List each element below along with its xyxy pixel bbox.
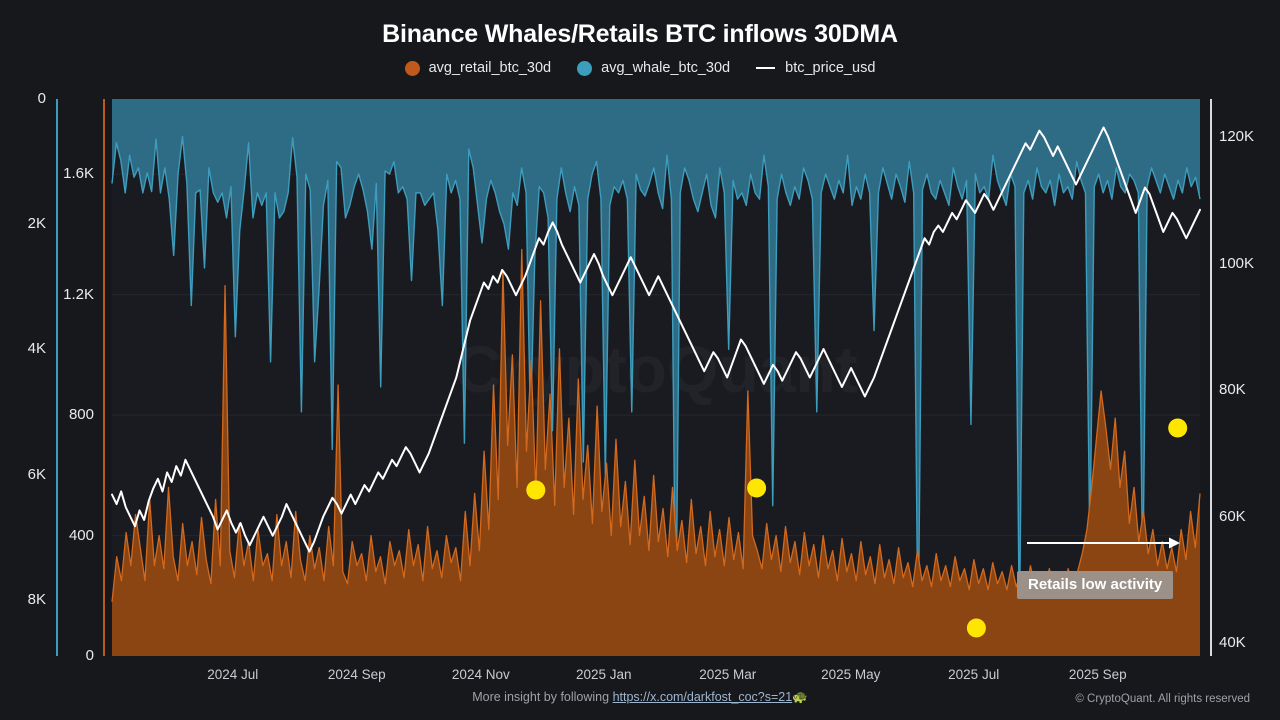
ytick-price-40K: 40K xyxy=(1219,634,1246,652)
ytick-whale-2K: 2K xyxy=(27,215,46,233)
legend-label-retail: avg_retail_btc_30d xyxy=(428,60,552,76)
xtick-2024-Jul: 2024 Jul xyxy=(207,667,259,682)
page-title: Binance Whales/Retails BTC inflows 30DMA xyxy=(382,20,898,48)
ytick-price-60K: 60K xyxy=(1219,507,1246,525)
chart-legend: avg_retail_btc_30d avg_whale_btc_30d btc… xyxy=(0,60,1280,76)
ytick-whale-0: 0 xyxy=(37,90,46,107)
series-line-retail xyxy=(111,248,1201,602)
marker-3 xyxy=(966,618,986,638)
svg-text:CryptoQuant: CryptoQuant xyxy=(454,332,857,406)
legend-dot-icon-whale xyxy=(577,60,593,76)
xtick-2024-Sep: 2024 Sep xyxy=(327,667,386,682)
ytick-retail-400: 400 xyxy=(68,526,94,544)
turtle-icon: 🐢 xyxy=(792,690,808,704)
xtick-2025-Jan: 2025 Jan xyxy=(575,667,632,682)
ytick-price-80K: 80K xyxy=(1219,381,1246,399)
annotation-retails-low-activity: Retails low activity xyxy=(1017,571,1174,599)
footer-note: More insight by following https://x.com/… xyxy=(0,690,1280,705)
legend-line-icon-price xyxy=(756,67,776,69)
ytick-retail-1.2K: 1.2K xyxy=(63,285,94,303)
legend-label-whale: avg_whale_btc_30d xyxy=(601,60,731,76)
ytick-price-100K: 100K xyxy=(1219,254,1255,272)
ytick-whale-6K: 6K xyxy=(27,465,46,483)
ytick-whale-4K: 4K xyxy=(27,340,46,358)
ytick-retail-1.6K: 1.6K xyxy=(63,165,94,183)
xtick-2025-Jul: 2025 Jul xyxy=(948,667,1000,682)
marker-1 xyxy=(526,480,546,500)
marker-4 xyxy=(1168,418,1188,438)
series-area-whale xyxy=(112,99,1200,650)
xtick-2025-May: 2025 May xyxy=(821,667,881,682)
legend-item-price[interactable]: btc_price_usd xyxy=(756,60,875,76)
ytick-retail-0: 0 xyxy=(85,647,94,664)
legend-dot-icon-retail xyxy=(404,60,420,76)
copyright-notice: © CryptoQuant. All rights reserved xyxy=(1075,693,1250,705)
series-line-price xyxy=(111,126,1201,553)
legend-label-price: btc_price_usd xyxy=(785,60,876,76)
marker-2 xyxy=(747,478,767,498)
legend-item-whale[interactable]: avg_whale_btc_30d xyxy=(577,60,730,76)
annotation-arrow-head xyxy=(1169,537,1180,549)
xtick-2025-Mar: 2025 Mar xyxy=(699,667,757,682)
ytick-whale-8K: 8K xyxy=(27,590,46,608)
xtick-2025-Sep: 2025 Sep xyxy=(1068,667,1127,682)
footer-prefix: More insight by following xyxy=(472,690,613,704)
legend-item-retail[interactable]: avg_retail_btc_30d xyxy=(404,60,552,76)
ytick-retail-800: 800 xyxy=(68,406,94,424)
xtick-2024-Nov: 2024 Nov xyxy=(451,667,510,682)
footer-link[interactable]: https://x.com/darkfost_coc?s=21 xyxy=(612,690,793,704)
ytick-price-120K: 120K xyxy=(1219,127,1255,145)
